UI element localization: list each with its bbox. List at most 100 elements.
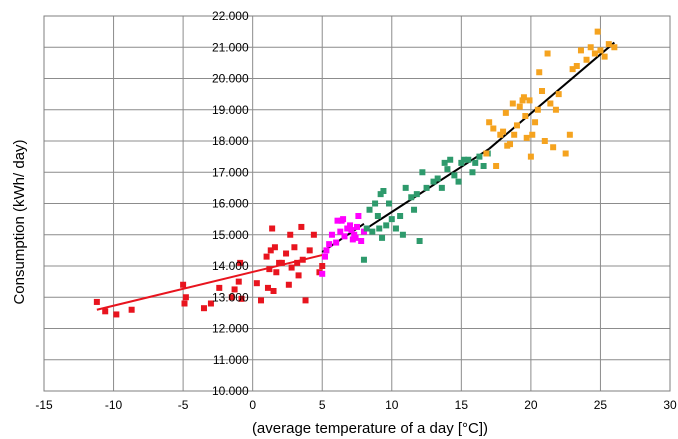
data-point xyxy=(434,175,441,182)
data-point xyxy=(493,163,500,169)
x-tick-label: -10 xyxy=(105,398,123,412)
data-point xyxy=(522,113,529,119)
data-point xyxy=(539,88,546,94)
y-tick-label: 19.000 xyxy=(212,103,249,117)
data-point xyxy=(263,253,270,260)
x-tick-label: 5 xyxy=(319,398,326,412)
x-tick-label: 0 xyxy=(249,398,256,412)
data-point xyxy=(573,63,580,69)
y-tick-label: 18.000 xyxy=(212,134,249,148)
x-tick-label: 20 xyxy=(524,398,538,412)
data-point xyxy=(337,228,344,235)
data-point xyxy=(527,153,534,160)
data-point xyxy=(550,144,557,151)
data-point xyxy=(469,169,476,176)
data-point xyxy=(374,213,381,219)
data-point xyxy=(128,306,135,313)
data-point xyxy=(348,227,355,234)
x-tick-label: 25 xyxy=(594,398,608,412)
y-tick-label: 22.000 xyxy=(212,9,249,23)
data-point xyxy=(476,153,483,160)
x-tick-label: 10 xyxy=(385,398,399,412)
data-point xyxy=(397,213,404,219)
data-point xyxy=(113,311,120,318)
x-tick-label: -15 xyxy=(35,398,53,412)
data-point xyxy=(534,106,541,113)
data-point xyxy=(237,259,244,266)
data-point xyxy=(416,238,423,244)
data-point xyxy=(520,94,527,101)
data-point xyxy=(333,239,340,246)
data-point xyxy=(299,256,306,263)
data-point xyxy=(413,191,420,198)
data-point xyxy=(441,159,448,166)
data-point xyxy=(258,297,265,304)
data-point xyxy=(544,50,551,57)
data-point xyxy=(363,225,370,232)
data-point xyxy=(385,200,392,207)
data-point xyxy=(497,131,504,138)
data-point xyxy=(455,178,462,185)
data-point xyxy=(461,156,468,163)
data-point xyxy=(267,247,274,254)
y-tick-label: 21.000 xyxy=(212,40,249,54)
data-point xyxy=(235,278,242,285)
data-point xyxy=(447,156,454,163)
data-point xyxy=(490,125,497,132)
trendline xyxy=(488,41,616,150)
data-point xyxy=(513,122,520,129)
data-point xyxy=(458,159,465,166)
data-point xyxy=(322,253,329,260)
data-point xyxy=(369,228,376,235)
data-point xyxy=(591,50,598,57)
data-point xyxy=(228,294,235,301)
x-tick-labels: -15 -10 -5 0 5 10 15 20 25 30 xyxy=(35,398,677,412)
data-point xyxy=(511,131,518,138)
y-tick-label: 11.000 xyxy=(213,353,249,367)
data-point xyxy=(408,194,415,201)
data-point xyxy=(500,128,507,135)
data-point xyxy=(566,131,573,138)
y-tick-label: 17.000 xyxy=(212,165,249,179)
data-point xyxy=(295,272,302,279)
y-tick-labels: 10.000 11.000 12.000 13.000 14.000 15.000 16.0… xyxy=(212,9,249,398)
x-axis-label: (average temperature of a day [°C]) xyxy=(252,420,488,437)
data-point xyxy=(423,184,430,191)
data-point xyxy=(376,225,383,232)
data-point xyxy=(216,284,223,291)
data-point xyxy=(298,223,305,230)
data-point xyxy=(360,228,367,235)
data-point xyxy=(562,150,569,157)
data-point xyxy=(569,66,576,73)
y-tick-label: 20.000 xyxy=(212,72,249,86)
data-point xyxy=(451,172,458,179)
data-point xyxy=(587,44,594,51)
y-tick-label: 12.000 xyxy=(212,322,249,336)
data-point xyxy=(536,69,543,76)
data-point xyxy=(355,213,362,219)
data-point xyxy=(294,259,301,266)
data-point xyxy=(555,91,562,98)
y-tick-label: 16.000 xyxy=(212,197,249,211)
data-point xyxy=(288,264,295,271)
data-point xyxy=(102,308,109,315)
data-point xyxy=(334,217,341,224)
data-point xyxy=(483,150,490,157)
data-point xyxy=(366,206,373,213)
x-tick-label: -5 xyxy=(178,398,189,412)
data-point xyxy=(269,225,276,232)
data-point xyxy=(253,280,260,287)
data-point xyxy=(504,142,511,149)
data-point xyxy=(583,56,590,63)
data-point xyxy=(182,294,189,301)
data-point xyxy=(594,28,601,35)
data-point xyxy=(347,222,354,229)
data-point xyxy=(238,295,245,302)
data-point xyxy=(430,178,437,185)
data-point xyxy=(200,305,207,312)
data-point xyxy=(291,244,298,251)
data-point xyxy=(577,47,584,54)
data-point xyxy=(270,288,277,294)
data-point xyxy=(287,231,294,238)
data-point xyxy=(486,119,493,126)
